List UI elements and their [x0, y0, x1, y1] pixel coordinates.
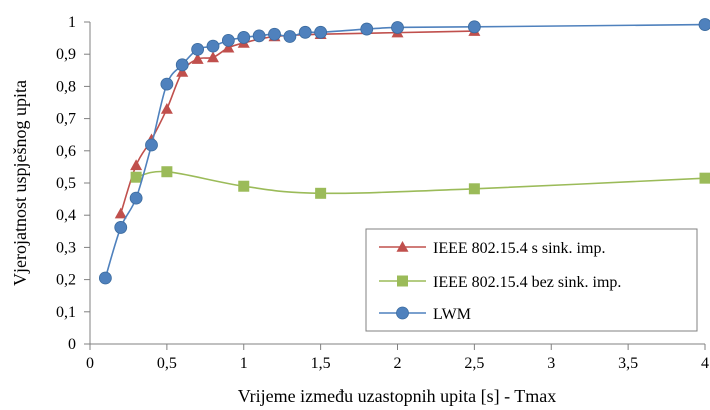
legend-marker-shape: [397, 275, 408, 287]
legend-marker-shape: [396, 241, 409, 252]
y-tick-label: 0,5: [56, 175, 76, 192]
series-2: [130, 166, 710, 199]
data-point: [130, 159, 143, 171]
data-point: [191, 42, 205, 56]
data-point: [467, 20, 481, 34]
legend-label-1: IEEE 802.15.4 s sink. imp.: [433, 240, 605, 257]
data-point: [129, 191, 143, 205]
data-point: [268, 27, 281, 41]
data-point: [237, 31, 251, 44]
x-axis-title: Vrijeme između uzastopnih upita [s] - Tm…: [238, 386, 557, 406]
legend-marker-shape: [396, 306, 409, 320]
data-point: [360, 22, 374, 36]
legend-marker-1: [396, 241, 409, 252]
data-point: [221, 33, 235, 47]
x-tick-label: 3,5: [618, 355, 638, 372]
data-point: [145, 138, 158, 152]
y-tick-label: 0,4: [56, 207, 76, 224]
y-tick-label: 0,2: [56, 272, 76, 289]
x-tick-label: 3: [547, 355, 555, 372]
data-point: [160, 77, 174, 91]
data-point: [699, 172, 710, 184]
y-tick-label: 1: [68, 14, 76, 31]
series-3: [98, 18, 710, 285]
y-tick-label: 0: [68, 336, 76, 353]
data-point: [98, 271, 112, 285]
y-tick-label: 0,1: [56, 304, 76, 321]
data-point: [191, 53, 204, 64]
legend-box: [365, 228, 698, 332]
y-axis-title: Vjerojatnost uspješnog upita: [10, 80, 30, 286]
legend-marker-2: [397, 275, 408, 287]
data-point: [130, 171, 142, 183]
data-point: [175, 58, 189, 72]
series-1: [114, 25, 481, 219]
legend-marker-3: [396, 306, 409, 320]
tick-group: 0 0,1 0,2 0,3 0,4 0,5 0,6 0,7 0,8 0,9 1 0 0,5 1 1,5 2 2,…: [56, 14, 709, 372]
legend-label-3: LWM: [433, 306, 471, 323]
data-point: [176, 65, 189, 77]
y-tick-label: 0,6: [56, 143, 76, 160]
data-point: [222, 41, 235, 53]
data-point: [298, 25, 312, 39]
data-point: [114, 207, 127, 219]
data-point: [114, 221, 128, 234]
x-tick-label: 0: [86, 355, 94, 372]
data-point: [391, 21, 404, 34]
data-point: [160, 102, 173, 114]
x-tick-label: 1: [240, 355, 248, 372]
x-tick-label: 2,5: [464, 355, 484, 372]
data-point: [161, 166, 173, 178]
series-layer: [98, 18, 710, 285]
x-tick-label: 0,5: [157, 355, 177, 372]
x-tick-label: 4: [701, 355, 709, 372]
data-point: [238, 180, 250, 192]
data-point: [698, 18, 710, 31]
data-point: [252, 29, 266, 43]
legend-label-2: IEEE 802.15.4 bez sink. imp.: [433, 274, 621, 291]
data-point: [206, 39, 220, 53]
y-tick-label: 0,3: [56, 239, 76, 256]
x-tick-label: 2: [394, 355, 402, 372]
series-line: [119, 30, 475, 214]
data-point: [315, 187, 327, 199]
x-tick-label: 1,5: [311, 355, 331, 372]
y-tick-label: 0,9: [56, 46, 76, 63]
data-point: [283, 30, 297, 43]
series-line: [135, 170, 706, 195]
y-tick-label: 0,8: [56, 78, 76, 95]
data-point: [207, 51, 219, 63]
y-tick-label: 0,7: [56, 111, 76, 128]
legend: IEEE 802.15.4 s sink. imp. IEEE 802.15.4…: [365, 228, 698, 332]
data-point: [468, 183, 480, 195]
data-point: [314, 25, 328, 39]
